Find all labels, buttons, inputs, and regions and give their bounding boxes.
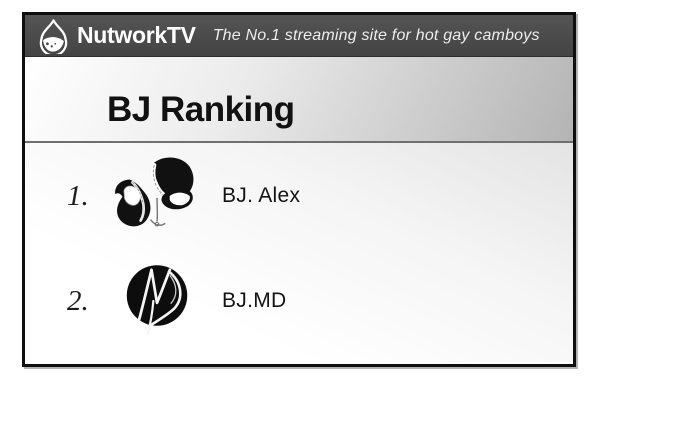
ranking-list: 1. — [25, 143, 573, 362]
ranking-row-2[interactable]: 2. BJ.MD — [67, 258, 563, 344]
ranking-row-1[interactable]: 1. — [67, 153, 563, 239]
panel-title-bar: BJ Ranking — [25, 57, 573, 143]
nut-drop-icon[interactable] — [37, 18, 70, 54]
rank-number: 1. — [67, 179, 89, 212]
site-header: NutworkTV The No.1 streaming site for ho… — [25, 15, 573, 57]
site-tagline: The No.1 streaming site for hot gay camb… — [212, 26, 540, 44]
broadcaster-name[interactable]: BJ. Alex — [222, 184, 301, 207]
bj-alex-mask-logo-icon[interactable] — [109, 156, 205, 236]
brand-name[interactable]: NutworkTV — [77, 22, 196, 48]
rank-number: 2. — [67, 284, 89, 317]
page-title: BJ Ranking — [107, 90, 295, 129]
ranking-panel: NutworkTV The No.1 streaming site for ho… — [22, 12, 576, 367]
broadcaster-name[interactable]: BJ.MD — [222, 289, 287, 312]
bj-md-monogram-logo-icon[interactable] — [109, 264, 205, 338]
